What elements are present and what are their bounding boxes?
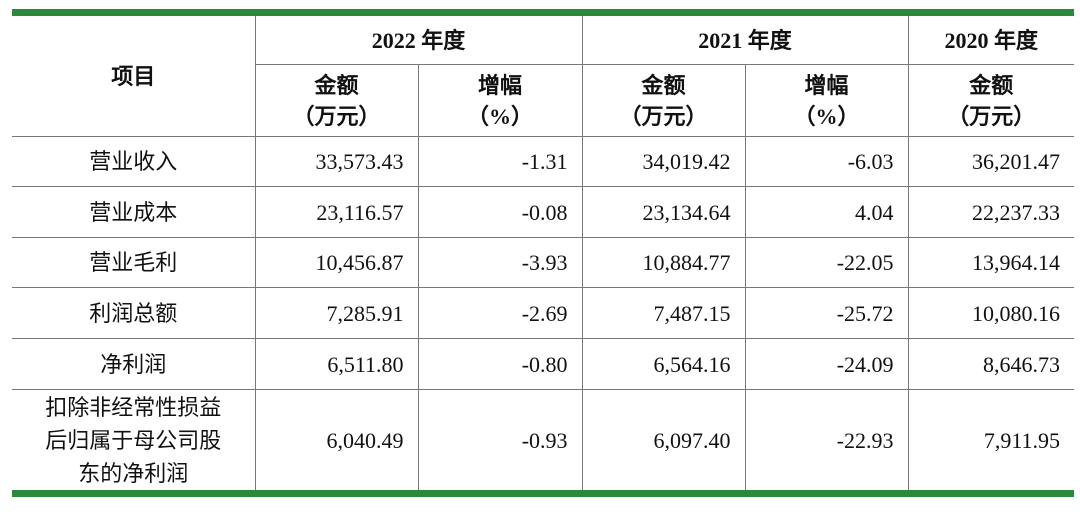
cell-value: 23,116.57 — [254, 186, 419, 238]
row-label: 扣除非经常性损益后归属于母公司股东的净利润 — [12, 389, 256, 494]
row-label: 营业收入 — [12, 136, 256, 187]
cell-value: -6.03 — [744, 136, 909, 187]
cell-value: -24.09 — [744, 338, 909, 390]
row-label-text: 利润总额 — [89, 300, 178, 326]
header-sub: 金额 （万元） — [907, 64, 1075, 137]
cell-value: -0.08 — [417, 186, 583, 238]
row-label: 营业毛利 — [12, 237, 256, 288]
cell-value: -3.93 — [417, 237, 583, 288]
cell-value: -22.93 — [744, 389, 909, 494]
cell-value: 8,646.73 — [907, 338, 1075, 390]
cell-value: 23,134.64 — [581, 186, 746, 238]
header-sub: 金额 （万元） — [581, 64, 746, 137]
cell-value: 6,097.40 — [581, 389, 746, 494]
cell-value: 7,911.95 — [907, 389, 1075, 494]
page: 项目 2022 年度 2021 年度 2020 年度 金额 （万元） 增幅 （%）… — [12, 9, 1075, 497]
financial-table: 项目 2022 年度 2021 年度 2020 年度 金额 （万元） 增幅 （%）… — [12, 9, 1075, 497]
cell-value: 10,456.87 — [254, 237, 419, 288]
row-label-text: 净利润 — [100, 351, 167, 377]
header-sub: 金额 （万元） — [255, 64, 419, 137]
header-year: 2021 年度 — [581, 12, 909, 65]
table-row: 利润总额 7,285.91 -2.69 7,487.15 -25.72 10,080.16 — [12, 287, 1075, 339]
header-year: 2022 年度 — [254, 12, 583, 65]
row-label: 营业成本 — [12, 186, 256, 238]
row-label-text: 营业毛利 — [89, 250, 178, 275]
row-label-text: 营业收入 — [89, 149, 178, 174]
header-item: 项目 — [12, 12, 256, 137]
cell-value: 13,964.14 — [907, 237, 1075, 288]
row-label-text: 扣除非经常性损益后归属于母公司股东的净利润 — [45, 394, 222, 486]
cell-value: 34,019.42 — [581, 136, 746, 187]
row-label: 净利润 — [12, 338, 256, 390]
table-row: 净利润 6,511.80 -0.80 6,564.16 -24.09 8,646.73 — [12, 338, 1075, 390]
row-label: 利润总额 — [12, 287, 256, 339]
table-row: 营业毛利 10,456.87 -3.93 10,884.77 -22.05 13,964.… — [12, 237, 1075, 288]
cell-value: -22.05 — [744, 237, 909, 288]
cell-value: -25.72 — [744, 287, 909, 339]
cell-value: 4.04 — [744, 186, 909, 238]
cell-value: -1.31 — [417, 136, 583, 187]
cell-value: 10,080.16 — [907, 287, 1075, 339]
header-year: 2020 年度 — [907, 12, 1075, 65]
cell-value: 7,285.91 — [254, 287, 419, 339]
cell-value: 33,573.43 — [254, 136, 419, 187]
table-row: 营业收入 33,573.43 -1.31 34,019.42 -6.03 36,201.4… — [12, 136, 1075, 187]
cell-value: 10,884.77 — [581, 237, 746, 288]
cell-value: 6,564.16 — [581, 338, 746, 390]
cell-value: -0.93 — [417, 389, 583, 494]
cell-value: -0.80 — [417, 338, 583, 390]
header-sub: 增幅 （%） — [744, 64, 909, 137]
row-label-text: 营业成本 — [89, 199, 178, 225]
header-sub: 增幅 （%） — [417, 64, 583, 137]
table-row: 营业成本 23,116.57 -0.08 23,134.64 4.04 22,237.33 — [12, 186, 1075, 238]
cell-value: 6,511.80 — [254, 338, 419, 390]
table-row: 扣除非经常性损益后归属于母公司股东的净利润 6,040.49 -0.93 6,097.… — [12, 389, 1075, 494]
cell-value: 7,487.15 — [581, 287, 746, 339]
cell-value: 36,201.47 — [907, 136, 1075, 187]
cell-value: -2.69 — [417, 287, 583, 339]
cell-value: 6,040.49 — [254, 389, 419, 494]
cell-value: 22,237.33 — [907, 186, 1075, 238]
